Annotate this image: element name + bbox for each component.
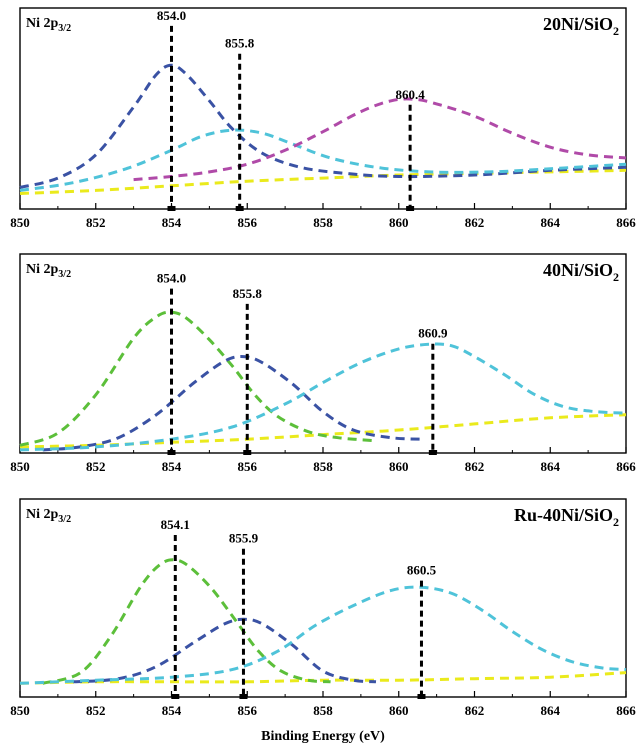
region-label: Ni 2p3/2	[26, 262, 71, 280]
x-tick-label: 862	[465, 215, 485, 230]
x-tick-label: 852	[86, 459, 106, 474]
peak-label: 854.1	[161, 517, 190, 532]
peak-label: 860.5	[407, 563, 437, 578]
x-tick-label: 864	[541, 703, 561, 718]
sample-label: 40Ni/SiO2	[543, 260, 619, 284]
peak-marker	[243, 450, 252, 455]
x-tick-label: 854	[162, 703, 182, 718]
plot-frame	[19, 253, 627, 454]
peak-marker	[406, 206, 415, 211]
x-tick-label: 864	[541, 215, 561, 230]
x-tick-label: 858	[313, 703, 333, 718]
peak-label: 855.8	[225, 36, 255, 51]
component-cyan-line	[19, 128, 627, 192]
x-tick-label: 860	[389, 459, 409, 474]
x-tick-label: 860	[389, 703, 409, 718]
x-tick-label: 854	[162, 459, 182, 474]
x-axis-title: Binding Energy (eV)	[261, 729, 385, 744]
x-tick-label: 856	[238, 703, 258, 718]
component-blue-line	[72, 617, 377, 684]
baseline-yellow-line	[19, 671, 627, 685]
peak-marker	[428, 450, 437, 455]
peak-marker	[239, 694, 248, 699]
panel-2: 850 852 854 856 858 860 862 864 866 854.0 855.8 860…	[10, 253, 636, 474]
baseline-yellow-line	[19, 168, 627, 195]
x-tick-label: 858	[313, 459, 333, 474]
x-tick-label: 850	[10, 459, 30, 474]
x-tick-label: 858	[313, 215, 333, 230]
x-tick-label: 850	[10, 215, 30, 230]
component-green-line	[42, 558, 331, 685]
envelope-red-line	[20, 284, 626, 445]
x-tick-label: 852	[86, 703, 106, 718]
component-magenta-line	[133, 97, 627, 182]
panel-3: 850 852 854 856 858 860 862 864 866 854.1 855.9 860…	[10, 498, 636, 718]
component-blue-line	[42, 355, 422, 452]
x-tick-label: 852	[86, 215, 106, 230]
component-green-line	[19, 310, 377, 447]
peak-label: 855.8	[233, 286, 263, 301]
experimental-black-line	[20, 284, 626, 447]
x-tick-label: 856	[238, 459, 258, 474]
panel-1: 850 852 854 856 858 860 862 864 866 854.0 855.8 860…	[10, 7, 636, 230]
x-tick-label: 850	[10, 703, 30, 718]
x-tick-label: 862	[465, 459, 485, 474]
region-label: Ni 2p3/2	[26, 507, 71, 525]
x-tick-label: 866	[616, 459, 636, 474]
experimental-black-line	[20, 532, 626, 695]
x-tick-label: 866	[616, 703, 636, 718]
x-tick-label: 856	[238, 215, 258, 230]
envelope-red-line	[20, 532, 626, 683]
peak-marker	[417, 694, 426, 699]
x-tick-label: 864	[541, 459, 561, 474]
peak-marker	[171, 694, 180, 699]
component-cyan-line	[19, 342, 627, 452]
peak-label: 860.4	[395, 87, 425, 102]
component-cyan-line	[19, 585, 627, 685]
x-tick-label: 866	[616, 215, 636, 230]
x-tick-label: 862	[465, 703, 485, 718]
peak-label: 860.9	[418, 326, 448, 341]
peak-marker	[167, 450, 176, 455]
region-label: Ni 2p3/2	[26, 16, 71, 34]
peak-label: 854.0	[157, 8, 186, 23]
peak-label: 855.9	[229, 531, 259, 546]
sample-label: 20Ni/SiO2	[543, 14, 619, 38]
sample-label: Ru-40Ni/SiO2	[514, 505, 619, 529]
x-tick-label: 854	[162, 215, 182, 230]
peak-marker	[235, 206, 244, 211]
peak-marker	[167, 206, 176, 211]
peak-label: 854.0	[157, 271, 186, 286]
x-tick-label: 860	[389, 215, 409, 230]
plot-frame	[19, 498, 627, 698]
